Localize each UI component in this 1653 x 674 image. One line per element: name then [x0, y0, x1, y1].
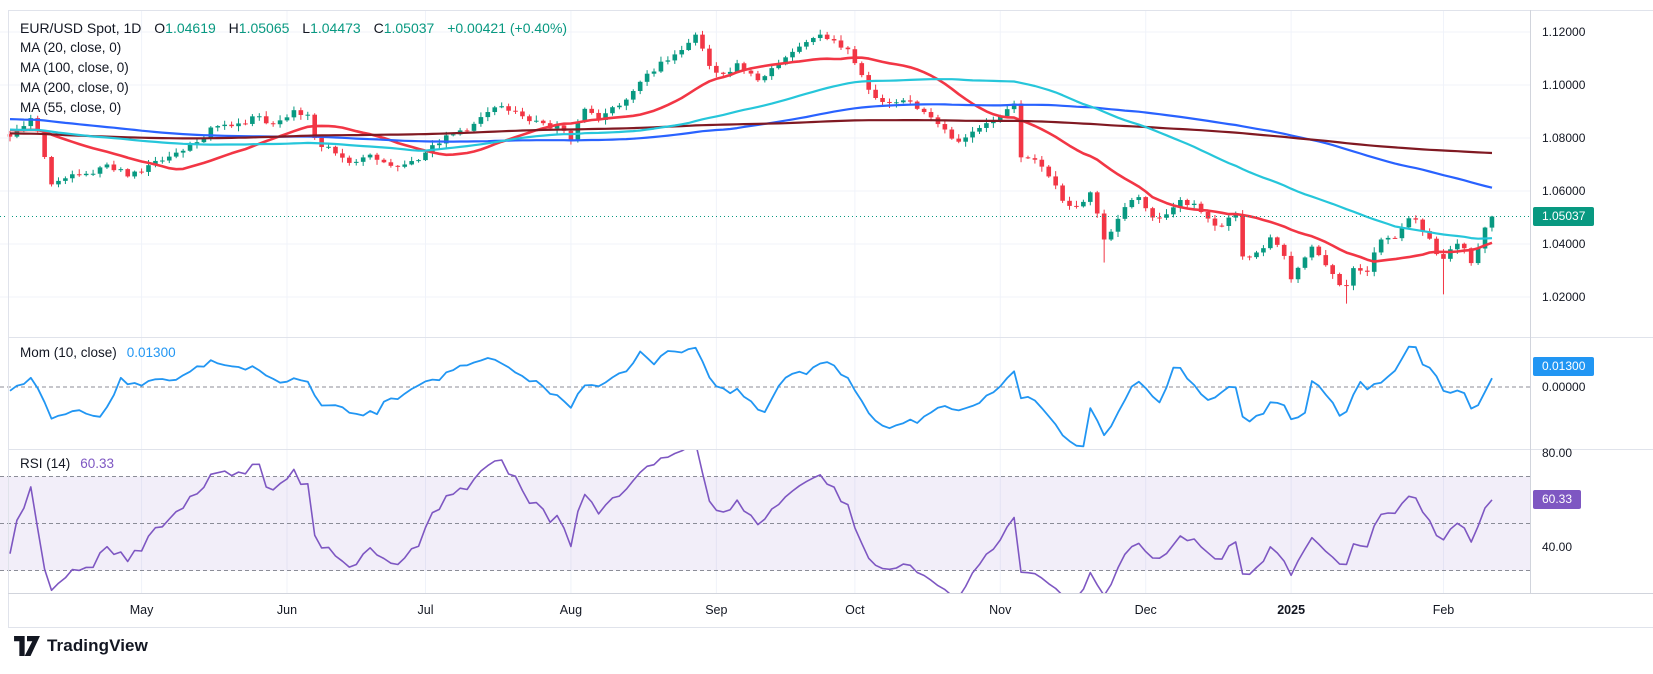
price-tick-label: 1.12000	[1542, 25, 1586, 39]
price-tick-label: 1.06000	[1542, 184, 1586, 198]
ohlc-open: O1.04619	[154, 20, 216, 36]
time-axis-label-jul: Jul	[417, 603, 434, 617]
time-axis-label-dec: Dec	[1134, 603, 1157, 617]
time-axis-label-may: May	[129, 603, 154, 617]
momentum-legend[interactable]: Mom (10, close) 0.01300	[20, 343, 176, 363]
ohlc-close: C1.05037	[373, 20, 435, 36]
ma-200-legend[interactable]: MA (200, close, 0)	[20, 80, 129, 95]
time-axis-label-2025: 2025	[1277, 603, 1306, 617]
month-gridlines	[141, 337, 1444, 449]
rsi-pane[interactable]	[0, 449, 1530, 593]
ma-100-legend[interactable]: MA (100, close, 0)	[20, 60, 129, 75]
momentum-legend-label: Mom (10, close)	[20, 345, 117, 360]
main-chart-legend: EUR/USD Spot, 1D O1.04619 H1.05065 L1.04…	[20, 18, 567, 118]
widget-top-border	[8, 10, 1653, 11]
pane-separator-momentum[interactable]	[8, 337, 1653, 338]
price-tick-label: 1.10000	[1542, 78, 1586, 92]
momentum-pane[interactable]	[0, 337, 1530, 449]
ma-20-legend[interactable]: MA (20, close, 0)	[20, 40, 122, 55]
rsi-tick-label: 40.00	[1542, 540, 1573, 554]
time-axis-label-oct: Oct	[845, 603, 865, 617]
time-axis-label-feb: Feb	[1432, 603, 1455, 617]
momentum-value-badge: 0.01300	[1533, 356, 1595, 376]
price-tick-label: 1.02000	[1542, 290, 1586, 304]
tradingview-logo-text: TradingView	[47, 636, 148, 655]
rsi-tick-label: 80.00	[1542, 446, 1573, 460]
ma-200-line	[9, 119, 1493, 155]
symbol-legend-row[interactable]: EUR/USD Spot, 1D O1.04619 H1.05065 L1.04…	[20, 18, 567, 38]
tradingview-logo-icon	[14, 636, 40, 656]
momentum-line	[9, 345, 1493, 448]
time-axis-label-nov: Nov	[989, 603, 1012, 617]
rsi-line	[9, 449, 1493, 593]
change-value: +0.00421 (+0.40%)	[447, 20, 568, 36]
momentum-tick-label: 0.00000	[1542, 380, 1586, 394]
rsi-legend-value: 60.33	[80, 456, 115, 471]
momentum-legend-value: 0.01300	[126, 345, 176, 360]
pane-separator-rsi[interactable]	[8, 449, 1653, 450]
tradingview-logo[interactable]: TradingView	[14, 636, 148, 656]
time-axis-label-sep: Sep	[705, 603, 728, 617]
widget-left-border	[8, 10, 9, 627]
ma-55-line	[9, 78, 1493, 240]
price-tick-label: 1.04000	[1542, 237, 1586, 251]
ohlc-low: L1.04473	[302, 20, 361, 36]
ma-55-legend[interactable]: MA (55, close, 0)	[20, 100, 122, 115]
price-axis-border	[1530, 10, 1531, 593]
price-pane[interactable]	[0, 0, 1530, 337]
time-axis-label-aug: Aug	[559, 603, 583, 617]
rsi-legend[interactable]: RSI (14) 60.33	[20, 454, 114, 474]
rsi-value-badge: 60.33	[1533, 489, 1582, 509]
symbol-title: EUR/USD Spot, 1D	[20, 20, 142, 36]
time-axis-label-jun: Jun	[276, 603, 298, 617]
price-tick-label: 1.08000	[1542, 131, 1586, 145]
month-gridlines	[141, 449, 1444, 593]
last-price-badge: 1.05037	[1533, 207, 1595, 227]
time-axis-border	[8, 593, 1653, 594]
widget-bottom-border	[8, 627, 1653, 628]
rsi-legend-label: RSI (14)	[20, 456, 71, 471]
ohlc-high: H1.05065	[228, 20, 290, 36]
